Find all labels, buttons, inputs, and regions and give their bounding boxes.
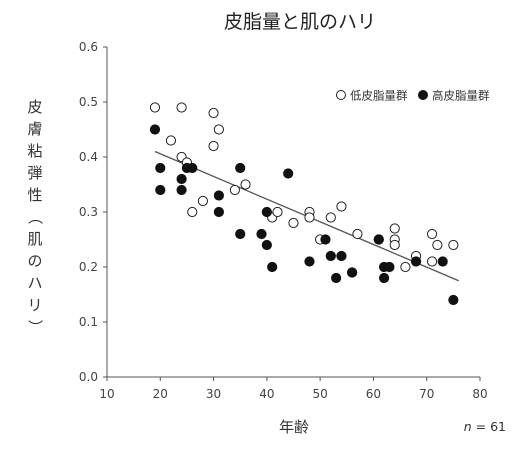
- x-tick-label: 80: [472, 387, 487, 401]
- y-axis-label-char: の: [27, 252, 42, 270]
- sample-size-label: n = 61: [464, 419, 506, 434]
- low-sebum-point: [304, 212, 315, 223]
- high-sebum-point: [320, 234, 331, 245]
- low-sebum-point: [240, 179, 251, 190]
- high-sebum-point: [347, 267, 358, 278]
- legend-label-low-sebum: 低皮脂量群: [350, 89, 408, 103]
- y-axis-label-char: 肌: [27, 230, 42, 248]
- chart-title: 皮脂量と肌のハリ: [224, 11, 376, 33]
- high-sebum-point: [155, 184, 166, 196]
- y-axis-label-char: 弾: [27, 164, 42, 182]
- legend-marker-low-sebum: [336, 90, 346, 100]
- low-sebum-point: [176, 102, 187, 113]
- low-sebum-point: [213, 124, 224, 135]
- low-sebum-point: [325, 212, 336, 223]
- high-sebum-point: [256, 228, 267, 240]
- legend-label-high-sebum: 高皮脂量群: [432, 89, 490, 103]
- low-sebum-point: [448, 239, 459, 251]
- low-sebum-point: [426, 228, 438, 240]
- low-sebum-point: [288, 217, 299, 229]
- y-tick-label: 0.3: [79, 205, 98, 219]
- legend-marker-high-sebum: [418, 90, 428, 100]
- high-sebum-point: [448, 294, 459, 306]
- high-sebum-point: [437, 256, 448, 267]
- high-sebum-point: [378, 272, 390, 284]
- high-sebum-point: [261, 239, 272, 251]
- high-sebum-point: [213, 190, 224, 201]
- high-sebum-point: [213, 206, 224, 218]
- high-sebum-point: [261, 206, 272, 218]
- y-tick-label: 0.4: [79, 150, 98, 164]
- high-sebum-point: [187, 162, 198, 174]
- x-axis-label: 年齢: [279, 418, 309, 436]
- high-sebum-point: [304, 256, 315, 267]
- y-axis-label-char: 粘: [27, 142, 42, 160]
- x-tick-label: 50: [313, 387, 328, 401]
- low-sebum-point: [187, 206, 198, 218]
- sample-size-symbol: n: [464, 419, 472, 434]
- low-sebum-point: [208, 140, 219, 152]
- low-sebum-point: [389, 223, 400, 234]
- x-tick-label: 40: [259, 387, 274, 401]
- low-sebum-point: [426, 256, 438, 267]
- low-sebum-point: [400, 261, 411, 273]
- low-sebum-point: [272, 206, 283, 218]
- high-sebum-point: [331, 272, 342, 284]
- high-sebum-point: [267, 261, 278, 273]
- y-axis-label-char: （: [26, 209, 44, 224]
- low-sebum-point: [229, 184, 240, 196]
- x-axis-ticks: 10 20 30 40 50 60 70 80: [99, 377, 488, 401]
- high-sebum-point: [373, 234, 384, 245]
- high-sebum-point: [336, 250, 347, 262]
- high-sebum-point: [155, 162, 166, 174]
- x-tick-label: 20: [153, 387, 168, 401]
- x-tick-label: 10: [99, 387, 114, 401]
- low-sebum-point: [352, 228, 363, 240]
- high-sebum-point: [176, 173, 187, 185]
- low-sebum-point: [389, 239, 400, 251]
- high-sebum-point: [384, 261, 395, 273]
- low-sebum-point: [336, 201, 347, 212]
- sample-size-value: = 61: [472, 419, 506, 434]
- low-sebum-point: [197, 195, 209, 207]
- y-tick-label: 0.1: [79, 315, 98, 329]
- high-sebum-point: [410, 256, 422, 267]
- legend: 低皮脂量群 高皮脂量群: [336, 89, 490, 103]
- low-sebum-point: [149, 102, 161, 113]
- y-axis-label-char: ）: [26, 319, 44, 334]
- low-sebum-point: [432, 239, 443, 251]
- low-sebum-point: [165, 135, 177, 146]
- y-tick-label: 0.6: [79, 40, 98, 54]
- high-sebum-point: [176, 184, 187, 196]
- high-sebum-point: [235, 228, 246, 240]
- y-axis-label-char: 皮: [27, 98, 42, 116]
- y-axis-label-char: 膚: [27, 120, 42, 138]
- high-sebum-point: [149, 124, 161, 135]
- y-tick-label: 0.0: [79, 370, 98, 384]
- x-tick-label: 70: [419, 387, 434, 401]
- y-axis-ticks: 0.0 0.1 0.2 0.3 0.4 0.5 0.6: [79, 40, 107, 384]
- x-tick-label: 30: [206, 387, 221, 401]
- y-axis-label-char: リ: [27, 296, 42, 314]
- x-tick-label: 60: [366, 387, 381, 401]
- y-tick-label: 0.2: [79, 260, 98, 274]
- high-sebum-point: [235, 162, 246, 174]
- y-axis-label-char: ハ: [27, 274, 42, 292]
- high-sebum-point: [325, 250, 336, 262]
- y-tick-label: 0.5: [79, 95, 98, 109]
- data-points: [149, 102, 459, 306]
- high-sebum-point: [283, 168, 294, 179]
- y-axis-label-char: 性: [27, 186, 42, 204]
- low-sebum-point: [208, 107, 219, 119]
